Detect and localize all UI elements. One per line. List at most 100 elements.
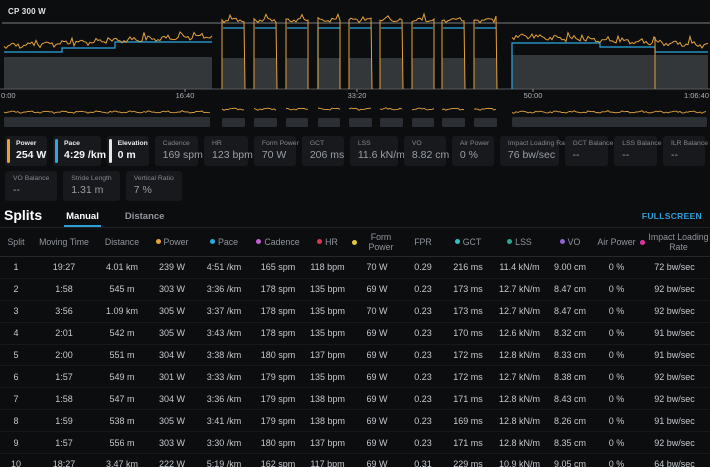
table-row[interactable]: 52:00551 m304 W3:38 /km180 spm137 bpm69 … (0, 345, 710, 367)
table-cell: 180 spm (252, 350, 304, 360)
metric-card-cadence[interactable]: Cadence169 spm (155, 136, 198, 166)
chart-overview-canvas[interactable] (0, 103, 710, 130)
table-row[interactable]: 1018:273.47 km222 W5:19 /km162 spm117 bp… (0, 454, 710, 467)
tab-manual[interactable]: Manual (64, 211, 101, 227)
column-header-hr[interactable]: HR (304, 235, 351, 249)
column-header-vo[interactable]: VO (546, 235, 594, 249)
table-cell: 135 bpm (304, 328, 351, 338)
metric-card-lss[interactable]: LSS11.6 kN/m (350, 136, 398, 166)
table-row[interactable]: 42:01542 m305 W3:43 /km178 spm135 bpm69 … (0, 323, 710, 345)
power-pace-chart[interactable]: CP 300 W 0:00 16:40 33:20 50:00 1:06:40 (0, 0, 710, 102)
table-cell: 178 spm (252, 328, 304, 338)
metric-label: Cadence (163, 140, 190, 147)
column-header-label: Impact Loading Rate (648, 232, 709, 252)
fullscreen-button[interactable]: FULLSCREEN (642, 211, 702, 221)
tab-distance[interactable]: Distance (123, 211, 167, 227)
table-cell: 138 bpm (304, 416, 351, 426)
table-cell: 165 spm (252, 262, 304, 272)
table-cell: 1 (0, 262, 32, 272)
metric-label: GCT Balance (573, 140, 601, 147)
metric-label: Vertical Ratio (134, 175, 174, 182)
metric-card-pace[interactable]: Pace4:29 /km (53, 136, 101, 166)
column-header-fpr[interactable]: FPR (403, 235, 443, 249)
column-header-impact-loading-rate[interactable]: Impact Loading Rate (639, 230, 710, 254)
table-cell: 304 W (148, 350, 196, 360)
table-cell: 3:56 (32, 306, 96, 316)
metric-value: 123 bpm (212, 149, 240, 161)
metric-value: 0 % (460, 149, 486, 161)
series-dot-pace (210, 239, 215, 244)
column-header-lss[interactable]: LSS (493, 235, 546, 249)
metric-card-power[interactable]: Power254 W (5, 136, 47, 166)
metric-card-gct-balance[interactable]: GCT Balance-- (565, 136, 609, 166)
table-cell: 0 % (594, 438, 639, 448)
metric-card-stride-length[interactable]: Stride Length1.31 m (63, 171, 119, 201)
power-pace-chart-canvas[interactable] (0, 0, 710, 102)
table-row[interactable]: 119:274.01 km239 W4:51 /km165 spm118 bpm… (0, 257, 710, 279)
metric-card-gct[interactable]: GCT206 ms (302, 136, 344, 166)
metric-card-elevation[interactable]: Elevation 0 m (107, 136, 149, 166)
metric-card-hr[interactable]: HR 123 bpm (204, 136, 248, 166)
metric-label: HR (212, 140, 240, 147)
table-cell: 12.8 kN/m (493, 438, 546, 448)
metric-value: 254 W (16, 149, 39, 161)
table-cell: 0 % (594, 284, 639, 294)
table-row[interactable]: 71:58547 m304 W3:36 /km179 spm138 bpm69 … (0, 388, 710, 410)
table-cell: 303 W (148, 284, 196, 294)
table-cell: 0 % (594, 416, 639, 426)
metric-label: Air Power (460, 140, 486, 147)
metric-label: VO (412, 140, 438, 147)
table-row[interactable]: 91:57556 m303 W3:30 /km180 spm137 bpm69 … (0, 432, 710, 454)
table-cell: 8.33 cm (546, 350, 594, 360)
table-cell: 2:00 (32, 350, 96, 360)
table-cell: 3:30 /km (196, 438, 252, 448)
table-cell: 169 ms (443, 416, 493, 426)
metric-card-vo[interactable]: VO8.82 cm (404, 136, 446, 166)
metric-accent-bar (55, 139, 58, 163)
table-cell: 8.38 cm (546, 372, 594, 382)
metric-card-impact-loading-rate[interactable]: Impact Loading Rate76 bw/sec (500, 136, 559, 166)
column-header-distance[interactable]: Distance (96, 235, 148, 249)
table-cell: 8.26 cm (546, 416, 594, 426)
column-header-moving-time[interactable]: Moving Time (32, 235, 96, 249)
column-header-power[interactable]: Power (148, 235, 196, 249)
series-dot-impact-loading-rate (640, 240, 645, 245)
metric-label: Elevation (118, 140, 141, 147)
column-header-air-power[interactable]: Air Power (594, 235, 639, 249)
table-cell: 538 m (96, 416, 148, 426)
table-cell: 0.23 (403, 438, 443, 448)
table-row[interactable]: 81:59538 m305 W3:41 /km179 spm138 bpm69 … (0, 410, 710, 432)
metric-card-form-power[interactable]: Form Power70 W (254, 136, 296, 166)
table-cell: 92 bw/sec (639, 284, 710, 294)
table-row[interactable]: 21:58545 m303 W3:36 /km178 spm135 bpm69 … (0, 279, 710, 301)
table-cell: 3:37 /km (196, 306, 252, 316)
table-row[interactable]: 33:561.09 km305 W3:37 /km178 spm135 bpm7… (0, 301, 710, 323)
table-cell: 117 bpm (304, 459, 351, 467)
chart-overview-strip[interactable] (0, 103, 710, 130)
metric-card-air-power[interactable]: Air Power 0 % (452, 136, 494, 166)
metric-card-vo-balance[interactable]: VO Balance-- (5, 171, 57, 201)
table-cell: 12.8 kN/m (493, 350, 546, 360)
table-cell: 162 spm (252, 459, 304, 467)
table-cell: 172 ms (443, 350, 493, 360)
table-row[interactable]: 61:57549 m301 W3:33 /km179 spm135 bpm69 … (0, 366, 710, 388)
column-header-gct[interactable]: GCT (443, 235, 493, 249)
column-header-cadence[interactable]: Cadence (252, 235, 304, 249)
metric-card-lss-balance[interactable]: LSS Balance-- (614, 136, 657, 166)
table-cell: 18:27 (32, 459, 96, 467)
column-header-pace[interactable]: Pace (196, 235, 252, 249)
table-cell: 10 (0, 459, 32, 467)
metric-value: 11.6 kN/m (358, 149, 390, 161)
metric-card-vertical-ratio[interactable]: Vertical Ratio7 % (126, 171, 182, 201)
metric-card-ilr-balance[interactable]: ILR Balance-- (663, 136, 705, 166)
metric-accent-bar (109, 139, 112, 163)
table-cell: 8.43 cm (546, 394, 594, 404)
cp-line-label: CP 300 W (8, 7, 46, 16)
metric-accent-bar (7, 139, 10, 163)
metric-value: -- (671, 149, 697, 161)
column-header-split[interactable]: Split (0, 235, 32, 249)
metric-label: VO Balance (13, 175, 49, 182)
table-cell: 556 m (96, 438, 148, 448)
metric-value: 0 m (118, 149, 141, 161)
column-header-form-power[interactable]: Form Power (351, 230, 403, 254)
